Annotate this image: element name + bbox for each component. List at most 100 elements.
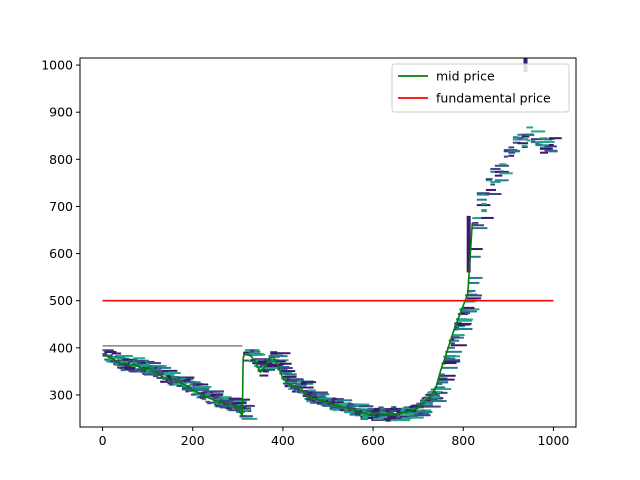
order-book-mark [331,408,346,411]
order-book-mark [183,379,189,382]
order-book-mark [457,313,468,316]
order-book-mark [365,410,373,413]
order-book-mark [178,376,195,379]
order-book-mark [192,392,201,395]
order-book-mark [264,366,269,369]
order-book-mark [376,409,381,412]
order-book-mark [291,390,298,393]
order-book-mark [272,362,278,365]
order-book-mark [369,409,374,412]
order-book-mark [481,202,487,205]
order-book-mark [521,135,530,138]
y-tick-label: 400 [49,340,73,355]
order-book-mark [490,167,501,170]
order-book-mark [270,358,276,361]
order-book-mark [300,382,307,385]
order-book-mark [548,150,558,153]
order-book-mark [331,397,336,400]
order-book-mark [539,151,549,154]
order-book-mark [470,255,481,258]
order-book-mark [216,403,222,406]
order-book-mark [434,386,446,389]
order-book-mark [153,364,167,367]
order-book-mark [443,362,457,365]
order-book-mark [254,358,271,361]
order-book-mark [355,411,360,414]
order-book-mark [508,151,516,154]
order-book-mark [210,394,217,397]
order-book-mark [259,374,269,377]
order-book-mark [266,365,283,368]
order-book-mark [149,362,161,365]
order-book-mark [526,133,535,136]
order-book-mark [530,138,545,141]
order-book-mark [490,183,495,186]
order-book-mark [255,359,264,362]
order-book-mark [382,412,388,415]
order-book-mark [254,365,258,368]
order-book-mark [385,419,391,422]
order-book-mark [120,360,133,363]
order-book-mark [154,374,159,377]
order-book-mark [447,355,460,358]
order-book-mark [185,381,201,384]
order-book-mark [129,370,142,373]
order-book-mark [102,349,114,352]
order-book-mark [466,290,473,293]
order-book-mark [383,419,398,422]
order-book-mark [485,179,492,182]
order-book-mark [521,144,528,147]
order-book-mark [268,359,272,362]
order-book-mark [228,405,236,408]
order-book-mark [335,398,344,401]
order-book-mark [485,188,497,191]
order-book-mark [322,402,331,405]
order-book-mark [535,141,550,144]
order-book-mark [116,357,124,360]
order-book-mark [331,400,339,403]
order-book-mark [136,361,141,364]
order-book-mark [457,319,472,322]
order-book-mark [187,389,194,392]
order-book-mark [544,138,553,141]
order-book-mark [385,412,390,415]
order-book-mark [293,379,304,382]
order-book-mark [282,382,298,385]
order-book-mark [281,367,293,370]
order-book-mark [548,137,555,140]
order-book-mark [299,391,313,394]
order-book-mark [169,380,174,383]
order-book-mark [234,399,247,402]
order-book-mark [499,163,507,166]
order-book-mark [476,192,490,195]
order-book-mark [207,390,224,393]
order-book-mark [337,401,344,404]
order-book-mark [304,393,312,396]
order-book-mark [284,373,297,376]
order-book-mark [526,139,531,142]
order-book-mark [425,405,441,408]
order-book-mark [172,383,183,386]
order-book-mark [457,322,472,325]
order-book-mark [517,136,524,139]
order-book-mark [373,417,386,420]
order-book-mark [438,378,455,381]
order-book-mark [116,354,133,357]
order-book-mark [275,360,286,363]
order-book-mark [194,389,209,392]
order-book-mark [347,402,352,405]
order-book-mark [349,413,358,416]
order-book-mark [308,395,324,398]
order-book-mark [122,358,138,361]
order-book-mark [254,353,266,356]
order-book-mark [135,359,146,362]
order-book-mark [104,351,117,354]
order-book-mark [421,409,425,412]
order-book-mark [349,407,353,410]
order-book-mark [383,414,391,417]
order-book-mark [383,418,390,421]
y-tick-label: 300 [49,387,73,402]
order-book-mark [337,399,353,402]
order-book-mark [192,383,209,386]
